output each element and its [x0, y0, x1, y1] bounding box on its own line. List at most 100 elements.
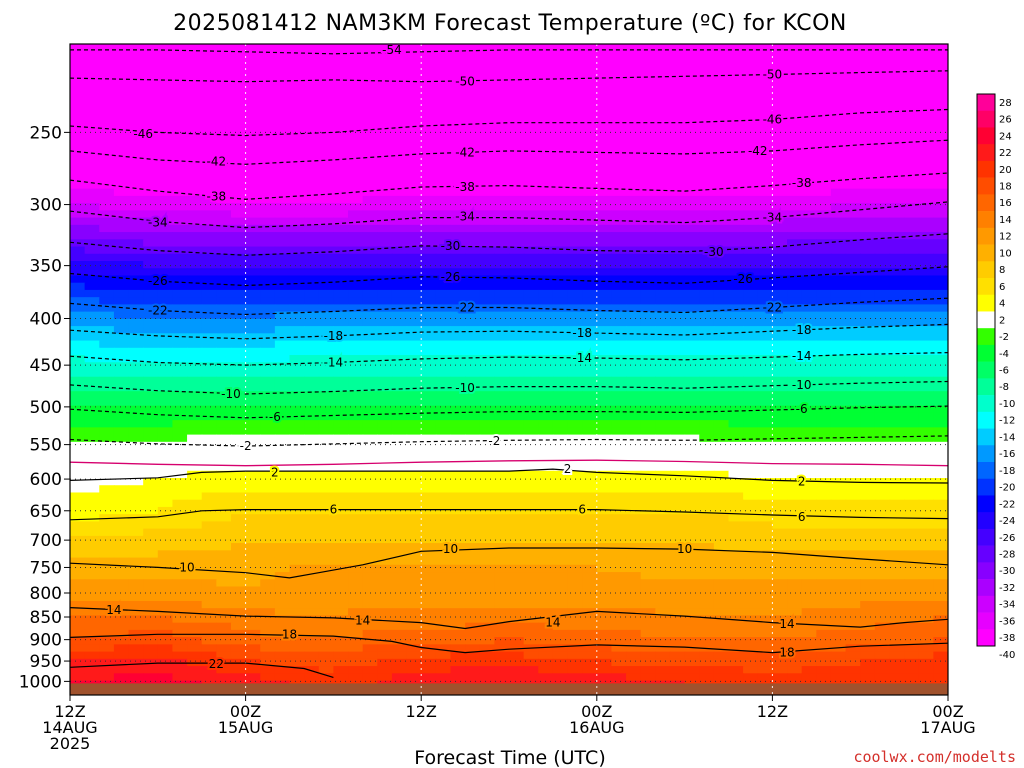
heatmap-cell	[509, 543, 525, 551]
heatmap-cell	[699, 166, 715, 175]
heatmap-cell	[172, 253, 188, 262]
heatmap-cell	[889, 333, 905, 342]
heatmap-cell	[582, 181, 598, 190]
heatmap-cell	[99, 586, 115, 595]
heatmap-cell	[816, 412, 832, 421]
heatmap-cell	[787, 369, 803, 378]
heatmap-cell	[552, 572, 569, 580]
heatmap-cell	[391, 116, 408, 125]
heatmap-cell	[816, 376, 832, 385]
heatmap-cell	[830, 470, 847, 479]
heatmap-cell	[684, 478, 700, 486]
heatmap-cell	[157, 166, 174, 175]
heatmap-cell	[479, 130, 495, 139]
heatmap-cell	[743, 333, 759, 342]
heatmap-cell	[465, 311, 481, 320]
heatmap-cell	[318, 51, 334, 60]
heatmap-cell	[304, 600, 320, 609]
heatmap-cell	[172, 58, 188, 67]
heatmap-cell	[260, 355, 276, 363]
heatmap-cell	[348, 572, 364, 580]
heatmap-cell	[699, 116, 715, 125]
heatmap-cell	[596, 174, 613, 183]
heatmap-cell	[84, 622, 100, 631]
heatmap-cell	[70, 224, 86, 233]
heatmap-cell	[684, 123, 700, 132]
heatmap-cell	[479, 289, 495, 298]
heatmap-cell	[918, 550, 934, 559]
heatmap-cell	[274, 383, 291, 392]
heatmap-cell	[743, 478, 759, 486]
heatmap-cell	[509, 318, 525, 327]
heatmap-cell	[713, 478, 730, 486]
heatmap-cell	[509, 485, 525, 494]
heatmap-cell	[538, 123, 554, 132]
heatmap-cell	[406, 217, 422, 226]
heatmap-cell	[84, 174, 100, 183]
heatmap-cell	[435, 101, 452, 110]
heatmap-cell	[596, 116, 613, 125]
heatmap-cell	[289, 311, 305, 320]
heatmap-cell	[728, 94, 744, 103]
heatmap-cell	[318, 87, 334, 96]
heatmap-cell	[99, 275, 115, 284]
heatmap-cell	[245, 478, 261, 486]
heatmap-cell	[348, 376, 364, 385]
heatmap-cell	[933, 521, 948, 530]
heatmap-cell	[626, 80, 642, 88]
heatmap-cell	[143, 232, 159, 240]
heatmap-cell	[260, 550, 276, 559]
heatmap-cell	[655, 412, 671, 421]
heatmap-cell	[552, 152, 569, 161]
heatmap-cell	[274, 217, 291, 226]
heatmap-cell	[230, 275, 247, 284]
heatmap-cell	[655, 232, 671, 240]
heatmap-cell	[333, 159, 349, 168]
heatmap-cell	[611, 130, 627, 139]
heatmap-cell	[157, 318, 174, 327]
heatmap-cell	[830, 550, 847, 559]
heatmap-cell	[260, 246, 276, 255]
heatmap-cell	[567, 637, 583, 645]
heatmap-cell	[465, 557, 481, 566]
heatmap-cell	[230, 318, 247, 327]
heatmap-cell	[289, 608, 305, 617]
heatmap-cell	[99, 427, 115, 436]
heatmap-cell	[391, 268, 408, 277]
heatmap-cell	[245, 420, 261, 428]
heatmap-cell	[377, 326, 393, 334]
heatmap-cell	[377, 51, 393, 60]
heatmap-cell	[260, 629, 276, 638]
heatmap-cell	[860, 87, 876, 96]
heatmap-cell	[757, 485, 773, 494]
heatmap-cell	[538, 427, 554, 436]
heatmap-cell	[216, 210, 232, 219]
heatmap-cell	[684, 268, 700, 277]
heatmap-cell	[304, 528, 320, 537]
heatmap-cell	[377, 586, 393, 595]
heatmap-cell	[421, 181, 437, 190]
heatmap-cell	[289, 420, 305, 428]
heatmap-cell	[655, 80, 671, 88]
heatmap-cell	[830, 528, 847, 537]
heatmap-cell	[172, 195, 188, 204]
heatmap-cell	[860, 44, 876, 52]
heatmap-cell	[596, 383, 613, 392]
heatmap-cell	[289, 557, 305, 566]
heatmap-cell	[230, 528, 247, 537]
heatmap-cell	[230, 412, 247, 421]
heatmap-cell	[143, 362, 159, 371]
heatmap-cell	[611, 369, 627, 378]
heatmap-cell	[538, 492, 554, 501]
heatmap-cell	[304, 470, 320, 479]
heatmap-cell	[509, 210, 525, 219]
heatmap-cell	[157, 203, 174, 211]
heatmap-cell	[99, 268, 115, 277]
heatmap-cell	[70, 94, 86, 103]
heatmap-cell	[655, 166, 671, 175]
heatmap-cell	[201, 470, 217, 479]
heatmap-cell	[874, 51, 891, 60]
heatmap-cell	[860, 58, 876, 67]
heatmap-cell	[143, 80, 159, 88]
heatmap-cell	[801, 586, 817, 595]
